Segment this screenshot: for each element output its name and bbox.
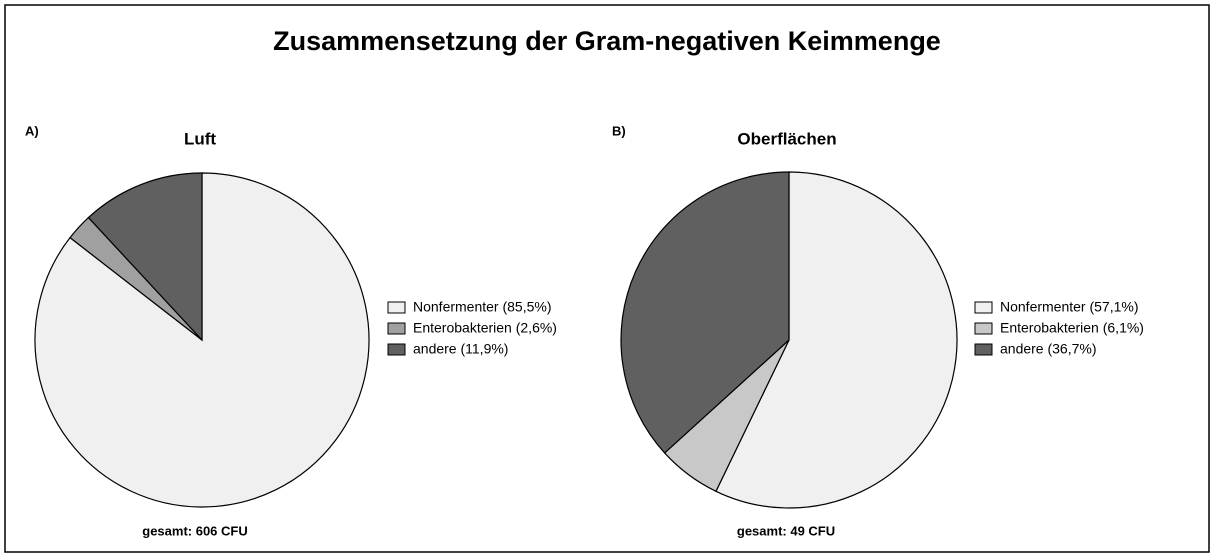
pie-title: Luft [184, 129, 216, 148]
legend-label: Enterobakterien (6,1%) [1000, 320, 1144, 336]
legend-swatch [387, 301, 406, 314]
legend-swatch [974, 322, 993, 335]
pie-title: Oberflächen [737, 129, 836, 148]
legend-label: Nonfermenter (85,5%) [413, 299, 552, 315]
legend-swatch [387, 343, 406, 356]
panel-label: B) [612, 123, 626, 138]
pie-slice [620, 171, 790, 454]
pie-slice [715, 171, 958, 509]
legend-label: andere (11,9%) [413, 341, 508, 357]
legend-label: andere (36,7%) [1000, 341, 1097, 357]
annotation: gesamt: 49 CFU [737, 523, 835, 538]
legend-label: Nonfermenter (57,1%) [1000, 299, 1139, 315]
legend-swatch [387, 322, 406, 335]
legend-swatch [974, 343, 993, 356]
panel-label: A) [25, 123, 39, 138]
annotation: gesamt: 606 CFU [142, 523, 247, 538]
chart-title: Zusammensetzung der Gram-negativen Keimm… [273, 26, 941, 56]
legend-swatch [974, 301, 993, 314]
legend-label: Enterobakterien (2,6%) [413, 320, 557, 336]
pie-slice [87, 172, 203, 342]
